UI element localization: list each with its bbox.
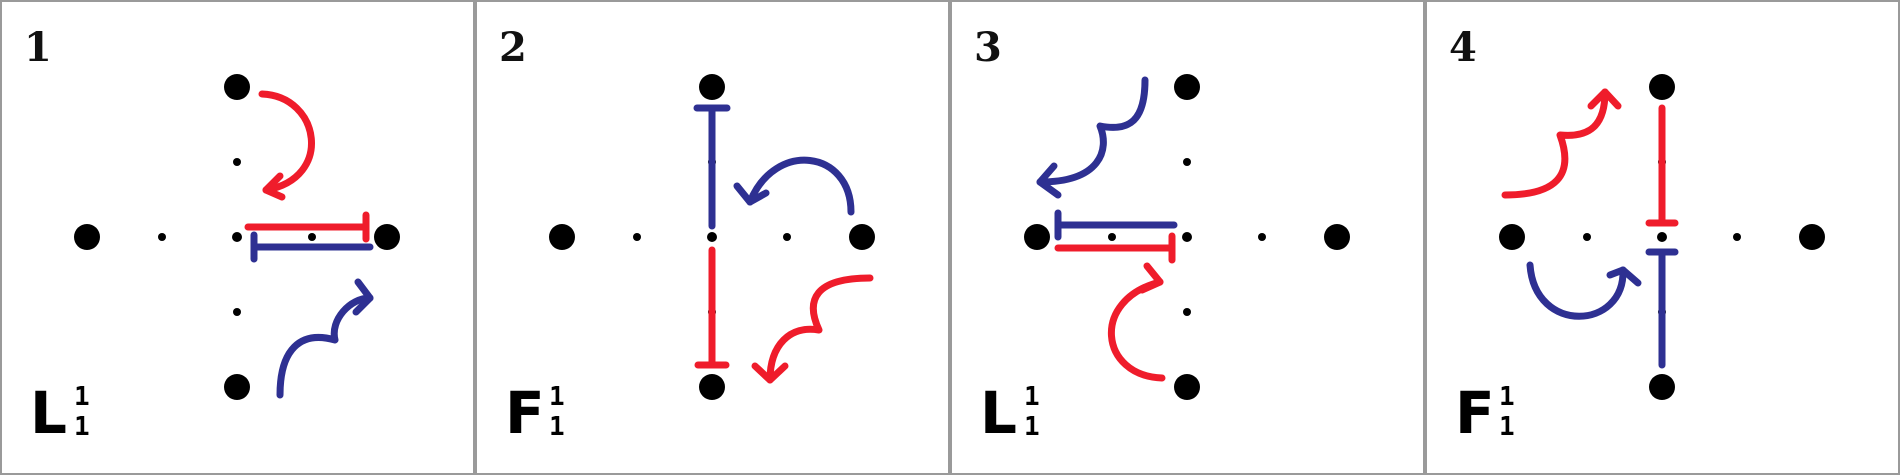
lattice-node xyxy=(224,374,250,400)
lattice-node xyxy=(1174,74,1200,100)
lattice-node xyxy=(224,74,250,100)
lattice-site xyxy=(308,233,316,241)
panel-symbol: F 1 1 xyxy=(505,378,625,448)
lattice-node xyxy=(74,224,100,250)
symbol-letter: F xyxy=(1455,379,1495,447)
blue-curved-arrow xyxy=(1526,261,1627,320)
panel-4-lattice xyxy=(1499,74,1825,400)
panel-3-lattice xyxy=(1024,74,1350,400)
red-arrowhead xyxy=(1138,262,1164,294)
panel-2 xyxy=(475,0,950,475)
lattice-site xyxy=(1183,308,1191,316)
panel-number: 3 xyxy=(974,24,1002,71)
panel-number: 2 xyxy=(499,24,527,71)
lattice-node xyxy=(699,374,725,400)
blue-bond xyxy=(1645,248,1679,369)
lattice-node xyxy=(374,224,400,250)
symbol-superscript: 1 xyxy=(1024,382,1040,412)
red-curved-arrow xyxy=(1107,278,1166,382)
panel-symbol: L 1 1 xyxy=(30,378,150,448)
lattice-node xyxy=(1649,74,1675,100)
symbol-letter: L xyxy=(30,379,67,447)
lattice-site xyxy=(158,233,166,241)
lattice-node xyxy=(699,74,725,100)
panel-symbol: F 1 1 xyxy=(1455,378,1575,448)
symbol-subscript: 1 xyxy=(549,412,565,442)
lattice-node xyxy=(1799,224,1825,250)
blue-arrowhead xyxy=(733,182,770,206)
symbol-subscript: 1 xyxy=(74,412,90,442)
blue-bond xyxy=(1054,209,1178,241)
lattice-site xyxy=(1258,233,1266,241)
blue-arrowhead xyxy=(352,278,374,316)
panel-number: 1 xyxy=(24,24,52,71)
blue-wavy-arrow xyxy=(1036,76,1149,186)
panel-4 xyxy=(1425,0,1900,475)
symbol-letter: F xyxy=(505,379,545,447)
blue-bond xyxy=(250,231,374,263)
panel-1-lattice xyxy=(74,74,400,400)
lattice-site xyxy=(1583,233,1591,241)
panel-1 xyxy=(0,0,475,475)
red-bond xyxy=(1054,232,1176,264)
symbol-subscript: 1 xyxy=(1024,412,1040,442)
lattice-site xyxy=(707,232,717,242)
blue-bond xyxy=(693,104,731,230)
lattice-site xyxy=(233,308,241,316)
lattice-site xyxy=(783,233,791,241)
symbol-superscript: 1 xyxy=(549,382,565,412)
lattice-site xyxy=(1733,233,1741,241)
panel-symbol: L 1 1 xyxy=(980,378,1100,448)
lattice-site xyxy=(1657,232,1667,242)
lattice-site xyxy=(633,233,641,241)
symbol-letter: L xyxy=(980,379,1017,447)
red-wavy-arrow xyxy=(766,274,874,384)
symbol-superscript: 1 xyxy=(1499,382,1515,412)
red-bond xyxy=(1645,104,1679,227)
red-bond xyxy=(694,246,730,369)
lattice-node xyxy=(1499,224,1525,250)
lattice-node xyxy=(549,224,575,250)
red-curved-arrow xyxy=(258,90,315,194)
red-bond xyxy=(244,211,370,243)
red-arrowhead xyxy=(1587,88,1622,110)
panel-3 xyxy=(950,0,1425,475)
red-arrowhead xyxy=(751,362,789,384)
lattice-site xyxy=(1182,232,1192,242)
lattice-site xyxy=(1183,158,1191,166)
red-arrowhead xyxy=(262,172,286,201)
symbol-subscript: 1 xyxy=(1499,412,1515,442)
lattice-site xyxy=(232,232,242,242)
blue-wavy-arrow xyxy=(276,294,374,399)
red-wavy-arrow xyxy=(1501,88,1609,199)
lattice-node xyxy=(1324,224,1350,250)
lattice-node xyxy=(1024,224,1050,250)
lattice-node xyxy=(849,224,875,250)
symbol-superscript: 1 xyxy=(74,382,90,412)
lattice-node xyxy=(1649,374,1675,400)
blue-arrowhead xyxy=(1606,266,1642,287)
lattice-site xyxy=(1108,233,1116,241)
lattice-node xyxy=(1174,374,1200,400)
panel-number: 4 xyxy=(1449,24,1477,71)
blue-curved-arrow xyxy=(746,156,855,216)
lattice-site xyxy=(233,158,241,166)
blue-arrowhead xyxy=(1036,162,1062,199)
